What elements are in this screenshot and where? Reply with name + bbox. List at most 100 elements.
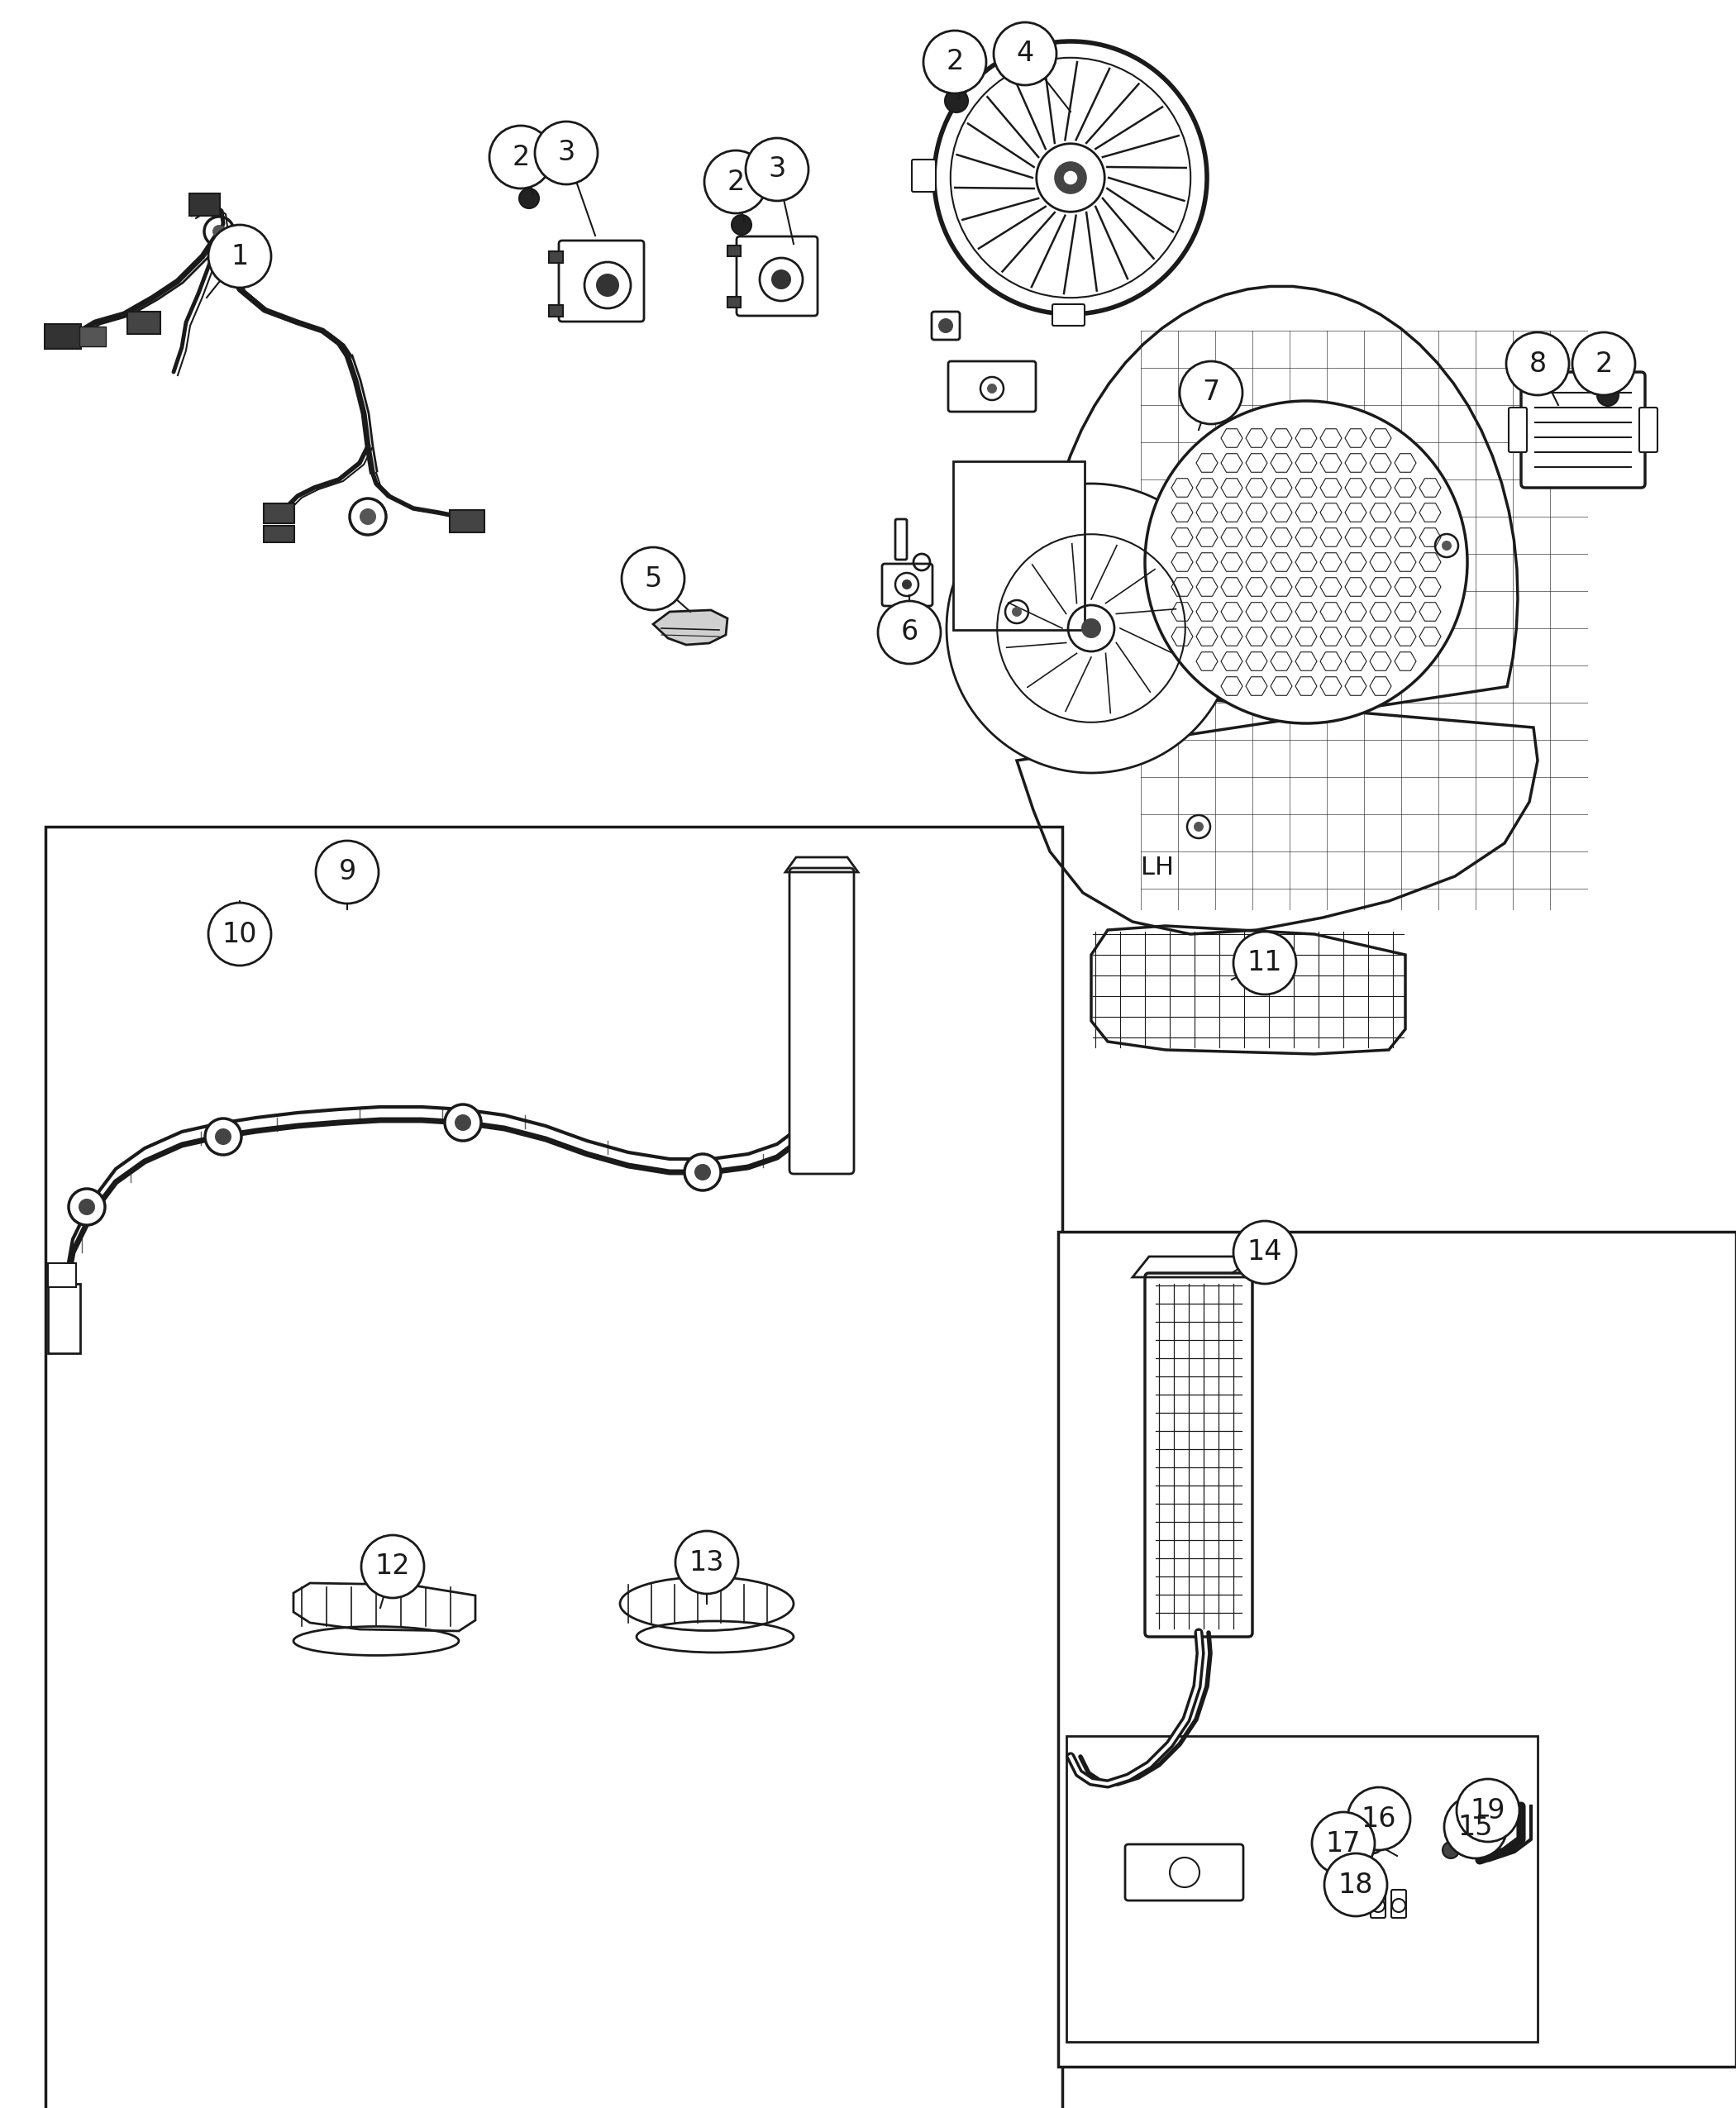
Text: 12: 12 [375,1554,410,1581]
Circle shape [771,270,792,289]
FancyBboxPatch shape [189,194,220,215]
Circle shape [1443,1842,1458,1859]
Text: LH: LH [1141,856,1174,879]
FancyBboxPatch shape [911,160,936,192]
FancyBboxPatch shape [896,519,906,559]
Circle shape [924,32,986,93]
Circle shape [746,137,809,200]
Circle shape [946,483,1236,774]
Text: 2: 2 [1595,350,1613,377]
Text: 15: 15 [1458,1813,1493,1840]
FancyBboxPatch shape [727,245,741,257]
Circle shape [361,1535,424,1598]
Circle shape [208,902,271,965]
FancyBboxPatch shape [559,240,644,323]
Polygon shape [653,609,727,645]
Circle shape [1054,162,1087,194]
Text: 14: 14 [1246,1240,1283,1267]
FancyBboxPatch shape [127,312,160,333]
FancyBboxPatch shape [1521,371,1646,487]
FancyBboxPatch shape [49,1284,80,1353]
FancyBboxPatch shape [1125,1844,1243,1901]
Text: 1: 1 [231,242,248,270]
FancyBboxPatch shape [953,462,1085,630]
Text: 16: 16 [1361,1804,1396,1832]
Circle shape [1573,333,1635,394]
FancyBboxPatch shape [736,236,818,316]
FancyBboxPatch shape [45,325,82,348]
Circle shape [1146,401,1467,723]
Circle shape [731,215,752,234]
Circle shape [595,274,620,297]
Text: 9: 9 [339,858,356,885]
Circle shape [359,508,377,525]
Circle shape [205,1119,241,1155]
Circle shape [78,1199,95,1214]
Text: 2: 2 [946,48,963,76]
FancyBboxPatch shape [948,360,1036,411]
Text: 18: 18 [1338,1872,1373,1899]
Text: 2: 2 [512,143,529,171]
Text: 3: 3 [557,139,575,167]
FancyBboxPatch shape [549,306,562,316]
Circle shape [455,1115,470,1130]
Circle shape [1194,822,1203,833]
FancyBboxPatch shape [1391,1889,1406,1918]
Circle shape [519,188,538,209]
Circle shape [705,150,767,213]
Text: 2: 2 [727,169,745,196]
FancyBboxPatch shape [790,868,854,1174]
Circle shape [316,841,378,904]
Circle shape [1507,333,1569,394]
Text: 6: 6 [901,620,918,645]
Circle shape [215,1128,231,1145]
FancyBboxPatch shape [1371,1889,1385,1918]
Circle shape [621,548,684,609]
Circle shape [490,126,552,188]
Circle shape [1180,360,1243,424]
Circle shape [694,1164,712,1180]
FancyBboxPatch shape [549,251,562,264]
Text: 19: 19 [1470,1796,1505,1823]
FancyBboxPatch shape [264,504,295,523]
Circle shape [1325,1853,1387,1916]
Text: 3: 3 [769,156,786,183]
Circle shape [1233,932,1297,995]
FancyBboxPatch shape [80,327,106,346]
Circle shape [69,1189,104,1225]
FancyBboxPatch shape [932,312,960,339]
FancyBboxPatch shape [264,525,295,542]
Text: 4: 4 [1016,40,1035,67]
Circle shape [1064,171,1078,186]
Circle shape [444,1105,481,1140]
Circle shape [208,226,271,287]
Circle shape [535,122,597,183]
Bar [1059,1231,1736,2066]
Circle shape [903,580,911,590]
Circle shape [1012,607,1023,618]
Circle shape [684,1153,720,1191]
Circle shape [1444,1796,1507,1859]
Text: 5: 5 [644,565,661,592]
FancyBboxPatch shape [1509,407,1528,453]
Text: 10: 10 [222,921,257,949]
FancyBboxPatch shape [1052,304,1085,327]
Circle shape [993,23,1057,84]
Circle shape [944,89,969,112]
Circle shape [988,384,996,394]
Circle shape [1082,618,1101,639]
Text: 8: 8 [1529,350,1547,377]
Circle shape [1347,1788,1410,1851]
Text: 11: 11 [1246,949,1283,976]
FancyBboxPatch shape [1146,1273,1252,1636]
Circle shape [1597,384,1618,407]
FancyBboxPatch shape [49,1263,76,1288]
FancyBboxPatch shape [727,297,741,308]
Circle shape [1312,1813,1375,1874]
Circle shape [212,226,226,238]
Circle shape [937,318,953,333]
Circle shape [1457,1779,1519,1842]
Circle shape [878,601,941,664]
Bar [45,826,1062,2108]
FancyBboxPatch shape [450,510,484,533]
